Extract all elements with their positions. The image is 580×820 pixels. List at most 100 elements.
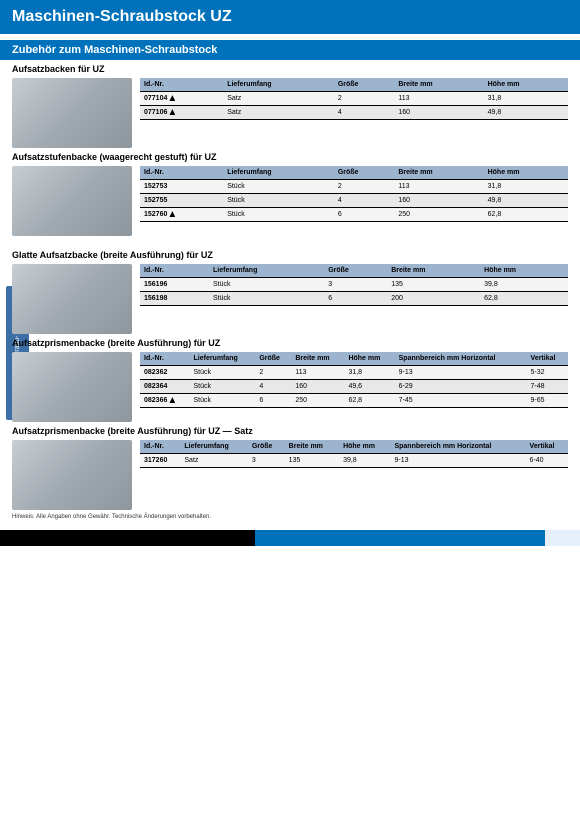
section-body: Id.-Nr.LieferumfangGrößeBreite mmHöhe mm… xyxy=(12,264,568,334)
table-cell: 9-65 xyxy=(527,394,568,408)
table-cell: 152760 xyxy=(140,208,223,222)
table-cell: 082366 xyxy=(140,394,190,408)
page-subheader: Zubehör zum Maschinen-Schraubstock xyxy=(0,40,580,60)
table-cell: 135 xyxy=(387,278,480,292)
col-header: Höhe mm xyxy=(484,166,568,180)
table-cell: 62,8 xyxy=(344,394,394,408)
col-header: Spannbereich mm Horizontal xyxy=(390,440,525,454)
col-header: Id.-Nr. xyxy=(140,440,180,454)
table-cell: 3 xyxy=(324,278,387,292)
col-header: Größe xyxy=(334,166,395,180)
col-header: Lieferumfang xyxy=(190,352,256,366)
table-cell: 3 xyxy=(248,454,285,468)
table-row: 082362Stück211331,89-135-32 xyxy=(140,366,568,380)
table-row: 077104Satz211331,8 xyxy=(140,92,568,106)
table-cell: 082364 xyxy=(140,380,190,394)
col-header: Breite mm xyxy=(394,166,483,180)
table-cell: 31,8 xyxy=(484,92,568,106)
section-body: Id.-Nr.LieferumfangGrößeBreite mmHöhe mm… xyxy=(12,166,568,246)
page-header: Maschinen-Schraubstock UZ xyxy=(0,0,580,34)
table-cell: 6 xyxy=(324,292,387,306)
col-header: Breite mm xyxy=(394,78,483,92)
col-header: Lieferumfang xyxy=(223,166,334,180)
table-cell: 6 xyxy=(255,394,291,408)
warning-icon xyxy=(169,95,175,101)
table-row: 156196Stück313539,8 xyxy=(140,278,568,292)
footer-black xyxy=(0,530,255,546)
table-cell: 62,8 xyxy=(484,208,568,222)
table-cell: 113 xyxy=(394,92,483,106)
spec-table: Id.-Nr.LieferumfangGrößeBreite mmHöhe mm… xyxy=(140,352,568,408)
table-cell: 200 xyxy=(387,292,480,306)
col-header: Größe xyxy=(255,352,291,366)
section-title: Aufsatzprismenbacke (breite Ausführung) … xyxy=(12,338,568,348)
table-row: 077106Satz416049,8 xyxy=(140,106,568,120)
col-header: Höhe mm xyxy=(480,264,568,278)
section-body: Id.-Nr.LieferumfangGrößeBreite mmHöhe mm… xyxy=(12,78,568,148)
footnote: Hinweis: Alle Angaben ohne Gewähr. Techn… xyxy=(12,514,568,520)
footer-blue xyxy=(255,530,545,546)
product-image xyxy=(12,440,132,510)
warning-icon xyxy=(169,211,175,217)
product-image xyxy=(12,352,132,422)
product-section: Aufsatzprismenbacke (breite Ausführung) … xyxy=(0,338,580,422)
table-cell: 113 xyxy=(291,366,344,380)
table-cell: 6 xyxy=(334,208,395,222)
table-cell: 39,8 xyxy=(339,454,390,468)
table-cell: 4 xyxy=(334,194,395,208)
table-cell: 113 xyxy=(394,180,483,194)
col-header: Größe xyxy=(334,78,395,92)
table-cell: Stück xyxy=(209,292,324,306)
table-cell: 9-13 xyxy=(390,454,525,468)
footer-light xyxy=(545,530,580,546)
table-cell: 2 xyxy=(334,180,395,194)
table-cell: 31,8 xyxy=(484,180,568,194)
table-cell: 2 xyxy=(334,92,395,106)
col-header: Größe xyxy=(248,440,285,454)
table-cell: 250 xyxy=(394,208,483,222)
table-cell: 2 xyxy=(255,366,291,380)
product-section: Aufsatzbacken für UZ Id.-Nr.LieferumfangG… xyxy=(0,64,580,148)
col-header: Vertikal xyxy=(527,352,568,366)
product-section: Aufsatzprismenbacke (breite Ausführung) … xyxy=(0,426,580,510)
table-cell: 49,8 xyxy=(484,106,568,120)
table-cell: Satz xyxy=(223,106,334,120)
warning-icon xyxy=(169,397,175,403)
table-row: 156198Stück620062,8 xyxy=(140,292,568,306)
table-cell: 077104 xyxy=(140,92,223,106)
col-header: Höhe mm xyxy=(344,352,394,366)
table-cell: 4 xyxy=(255,380,291,394)
table-cell: 49,8 xyxy=(484,194,568,208)
table-cell: Stück xyxy=(223,194,334,208)
section-title: Aufsatzbacken für UZ xyxy=(12,64,568,74)
section-title: Aufsatzprismenbacke (breite Ausführung) … xyxy=(12,426,568,436)
table-cell: 5-32 xyxy=(527,366,568,380)
table-row: 152760Stück625062,8 xyxy=(140,208,568,222)
col-header: Id.-Nr. xyxy=(140,264,209,278)
section-title: Aufsatzstufenbacke (waagerecht gestuft) … xyxy=(12,152,568,162)
table-cell: 160 xyxy=(394,106,483,120)
table-row: 152755Stück416049,8 xyxy=(140,194,568,208)
col-header: Id.-Nr. xyxy=(140,352,190,366)
table-cell: 39,8 xyxy=(480,278,568,292)
section-body: Id.-Nr.LieferumfangGrößeBreite mmHöhe mm… xyxy=(12,352,568,422)
col-header: Lieferumfang xyxy=(209,264,324,278)
table-cell: 49,6 xyxy=(344,380,394,394)
table-row: 082366Stück625062,87-459-65 xyxy=(140,394,568,408)
table-cell: Stück xyxy=(190,394,256,408)
table-row: 317260Satz313539,89-136-40 xyxy=(140,454,568,468)
spec-table: Id.-Nr.LieferumfangGrößeBreite mmHöhe mm… xyxy=(140,440,568,468)
table-cell: 250 xyxy=(291,394,344,408)
table-cell: Satz xyxy=(223,92,334,106)
table-row: 152753Stück211331,8 xyxy=(140,180,568,194)
table-cell: Stück xyxy=(209,278,324,292)
col-header: Vertikal xyxy=(526,440,568,454)
col-header: Größe xyxy=(324,264,387,278)
section-title: Glatte Aufsatzbacke (breite Ausführung) … xyxy=(12,250,568,260)
table-cell: 7-45 xyxy=(395,394,527,408)
spec-table: Id.-Nr.LieferumfangGrößeBreite mmHöhe mm… xyxy=(140,78,568,120)
table-cell: Satz xyxy=(180,454,247,468)
col-header: Breite mm xyxy=(291,352,344,366)
product-image xyxy=(12,264,132,334)
product-image xyxy=(12,78,132,148)
